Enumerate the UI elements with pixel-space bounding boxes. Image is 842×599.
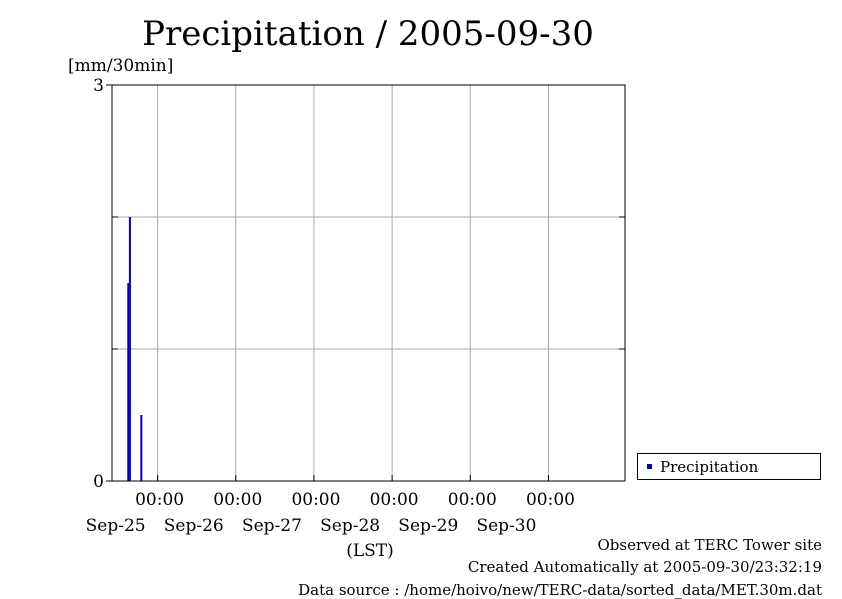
- precipitation-bar: [128, 217, 131, 481]
- grid-lines: [112, 85, 625, 481]
- x-tick-date-label: Sep-27: [242, 516, 302, 536]
- legend-swatch-precipitation: [647, 464, 652, 469]
- x-tick-date-label: Sep-26: [164, 516, 224, 536]
- x-tick-date-label: Sep-28: [320, 516, 380, 536]
- x-tick-time-label: 00:00: [448, 490, 497, 510]
- legend-label-precipitation: Precipitation: [660, 457, 759, 476]
- chart-title: Precipitation / 2005-09-30: [142, 14, 594, 54]
- x-tick-time-label: 00:00: [291, 490, 340, 510]
- x-axis-ticks: 00:00 Sep-25 00:00 Sep-26 00:00 Sep-27 00:00 Se…: [86, 475, 575, 536]
- footer-observed: Observed at TERC Tower site: [597, 536, 822, 554]
- precipitation-bars: [127, 217, 143, 481]
- x-tick-time-label: 00:00: [526, 490, 575, 510]
- footer-created: Created Automatically at 2005-09-30/23:3…: [467, 558, 822, 576]
- x-tick-date-label: Sep-30: [476, 516, 536, 536]
- x-tick-time-label: 00:00: [135, 490, 184, 510]
- y-tick-label: 3: [93, 76, 104, 96]
- y-axis-label: [mm/30min]: [68, 56, 173, 76]
- x-axis-label: (LST): [346, 541, 394, 561]
- precipitation-bar: [127, 283, 130, 481]
- x-tick-time-label: 00:00: [213, 490, 262, 510]
- plot-frame: [111, 84, 626, 482]
- footer-data-source: Data source : /home/hoivo/new/TERC-data/…: [298, 581, 822, 599]
- x-tick-date-label: Sep-29: [398, 516, 458, 536]
- y-axis-ticks: 03: [93, 76, 112, 492]
- x-tick-time-label: 00:00: [370, 490, 419, 510]
- x-tick-date-label: Sep-25: [86, 516, 146, 536]
- y-tick-label: 0: [93, 472, 104, 492]
- legend: Precipitation: [637, 453, 821, 480]
- precipitation-bar: [140, 415, 143, 481]
